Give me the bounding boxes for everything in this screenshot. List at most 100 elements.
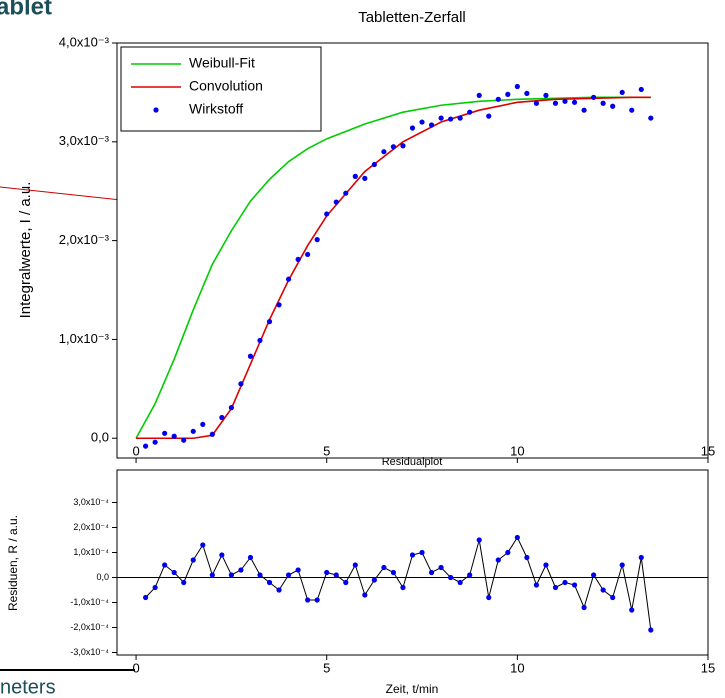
data-point bbox=[428, 122, 435, 128]
series bbox=[142, 83, 654, 449]
data-point bbox=[638, 554, 644, 561]
data-point bbox=[629, 607, 635, 613]
data-point bbox=[552, 100, 559, 106]
data-point bbox=[638, 86, 644, 93]
data-point bbox=[200, 421, 206, 428]
data-point bbox=[162, 430, 168, 436]
data-point bbox=[533, 100, 540, 106]
data-point bbox=[352, 173, 358, 179]
data-point bbox=[505, 549, 511, 556]
data-point bbox=[343, 579, 349, 586]
data-point bbox=[648, 627, 654, 633]
data-point bbox=[181, 579, 187, 586]
legend-label: Weibull-Fit bbox=[189, 55, 255, 71]
y-tick-label: -2,0x10⁻⁴ bbox=[70, 622, 109, 632]
data-point bbox=[352, 562, 358, 568]
x-tick-label: 0 bbox=[132, 660, 139, 675]
legend-box bbox=[120, 46, 322, 132]
x-tick-label: 15 bbox=[701, 443, 715, 458]
data-point bbox=[295, 256, 301, 262]
data-point bbox=[419, 549, 425, 556]
data-point bbox=[524, 554, 530, 561]
data-point bbox=[400, 143, 406, 149]
data-point bbox=[562, 98, 568, 104]
chart-title: Tabletten-Zerfall bbox=[358, 9, 466, 26]
data-point bbox=[181, 437, 187, 443]
data-point bbox=[448, 116, 454, 122]
data-point bbox=[381, 564, 387, 571]
y-tick-label: 3,0x10⁻⁴ bbox=[73, 497, 109, 507]
data-point bbox=[648, 115, 654, 121]
data-point bbox=[266, 579, 273, 586]
x-tick-label: 10 bbox=[510, 443, 524, 458]
data-point bbox=[219, 552, 225, 558]
series bbox=[136, 96, 651, 440]
legend-label: Convolution bbox=[189, 78, 263, 94]
data-point bbox=[495, 96, 501, 102]
y-tick-label: 2,0x10⁻⁴ bbox=[73, 522, 109, 532]
legend-marker bbox=[153, 107, 159, 113]
data-point bbox=[571, 99, 578, 105]
data-point bbox=[257, 572, 263, 578]
data-line bbox=[136, 96, 651, 440]
data-point bbox=[409, 125, 416, 131]
data-point bbox=[324, 211, 330, 217]
data-point bbox=[514, 83, 520, 90]
data-point bbox=[371, 161, 377, 168]
data-point bbox=[247, 353, 254, 359]
data-point bbox=[295, 567, 301, 573]
x-tick-label: 15 bbox=[701, 660, 715, 675]
data-point bbox=[209, 431, 215, 437]
data-point bbox=[467, 109, 473, 115]
data-point bbox=[571, 582, 578, 588]
fragment-text: neters bbox=[0, 676, 56, 698]
plot-area bbox=[116, 469, 709, 656]
data-point bbox=[457, 579, 463, 586]
data-point bbox=[467, 572, 473, 578]
data-point bbox=[333, 572, 339, 578]
data-point bbox=[610, 594, 616, 601]
y-tick-label: -1,0x10⁻⁴ bbox=[70, 597, 109, 607]
data-point bbox=[419, 119, 425, 125]
data-point bbox=[619, 562, 625, 568]
series bbox=[135, 96, 651, 439]
data-point bbox=[257, 337, 263, 344]
x-tick-label: 5 bbox=[323, 660, 330, 675]
data-point bbox=[591, 572, 597, 578]
data-line bbox=[135, 96, 651, 439]
y-tick-label: 0,0 bbox=[96, 572, 109, 582]
data-point bbox=[581, 604, 587, 611]
data-point bbox=[190, 428, 196, 434]
data-point bbox=[505, 91, 511, 97]
data-point bbox=[324, 569, 330, 576]
x-tick-label: 10 bbox=[510, 660, 524, 675]
data-point bbox=[142, 443, 149, 449]
data-point bbox=[371, 577, 377, 583]
data-point bbox=[305, 597, 311, 603]
data-point bbox=[562, 579, 568, 586]
data-point bbox=[276, 587, 282, 593]
data-point bbox=[209, 572, 215, 578]
data-point bbox=[533, 582, 540, 588]
y-tick-label: 1,0x10⁻³ bbox=[59, 331, 110, 346]
data-point bbox=[543, 562, 549, 568]
data-point bbox=[162, 562, 168, 568]
data-point bbox=[543, 92, 549, 98]
data-point bbox=[171, 569, 177, 576]
y-tick-label: 1,0x10⁻⁴ bbox=[73, 547, 109, 557]
fragment-text: ablet bbox=[0, 0, 52, 20]
data-point bbox=[362, 175, 368, 181]
data-point bbox=[142, 594, 149, 601]
data-point bbox=[476, 537, 482, 543]
x-tick-label: 0 bbox=[132, 443, 139, 458]
legend-label: Wirkstoff bbox=[189, 101, 243, 117]
data-point bbox=[343, 190, 349, 196]
data-point bbox=[457, 115, 463, 121]
data-point bbox=[629, 107, 635, 113]
data-point bbox=[276, 302, 282, 308]
data-point bbox=[200, 542, 206, 548]
y-axis-label: Integralwerte, I / a.u. bbox=[17, 182, 34, 319]
data-point bbox=[305, 251, 311, 258]
data-point bbox=[390, 569, 397, 576]
data-point bbox=[552, 584, 559, 591]
